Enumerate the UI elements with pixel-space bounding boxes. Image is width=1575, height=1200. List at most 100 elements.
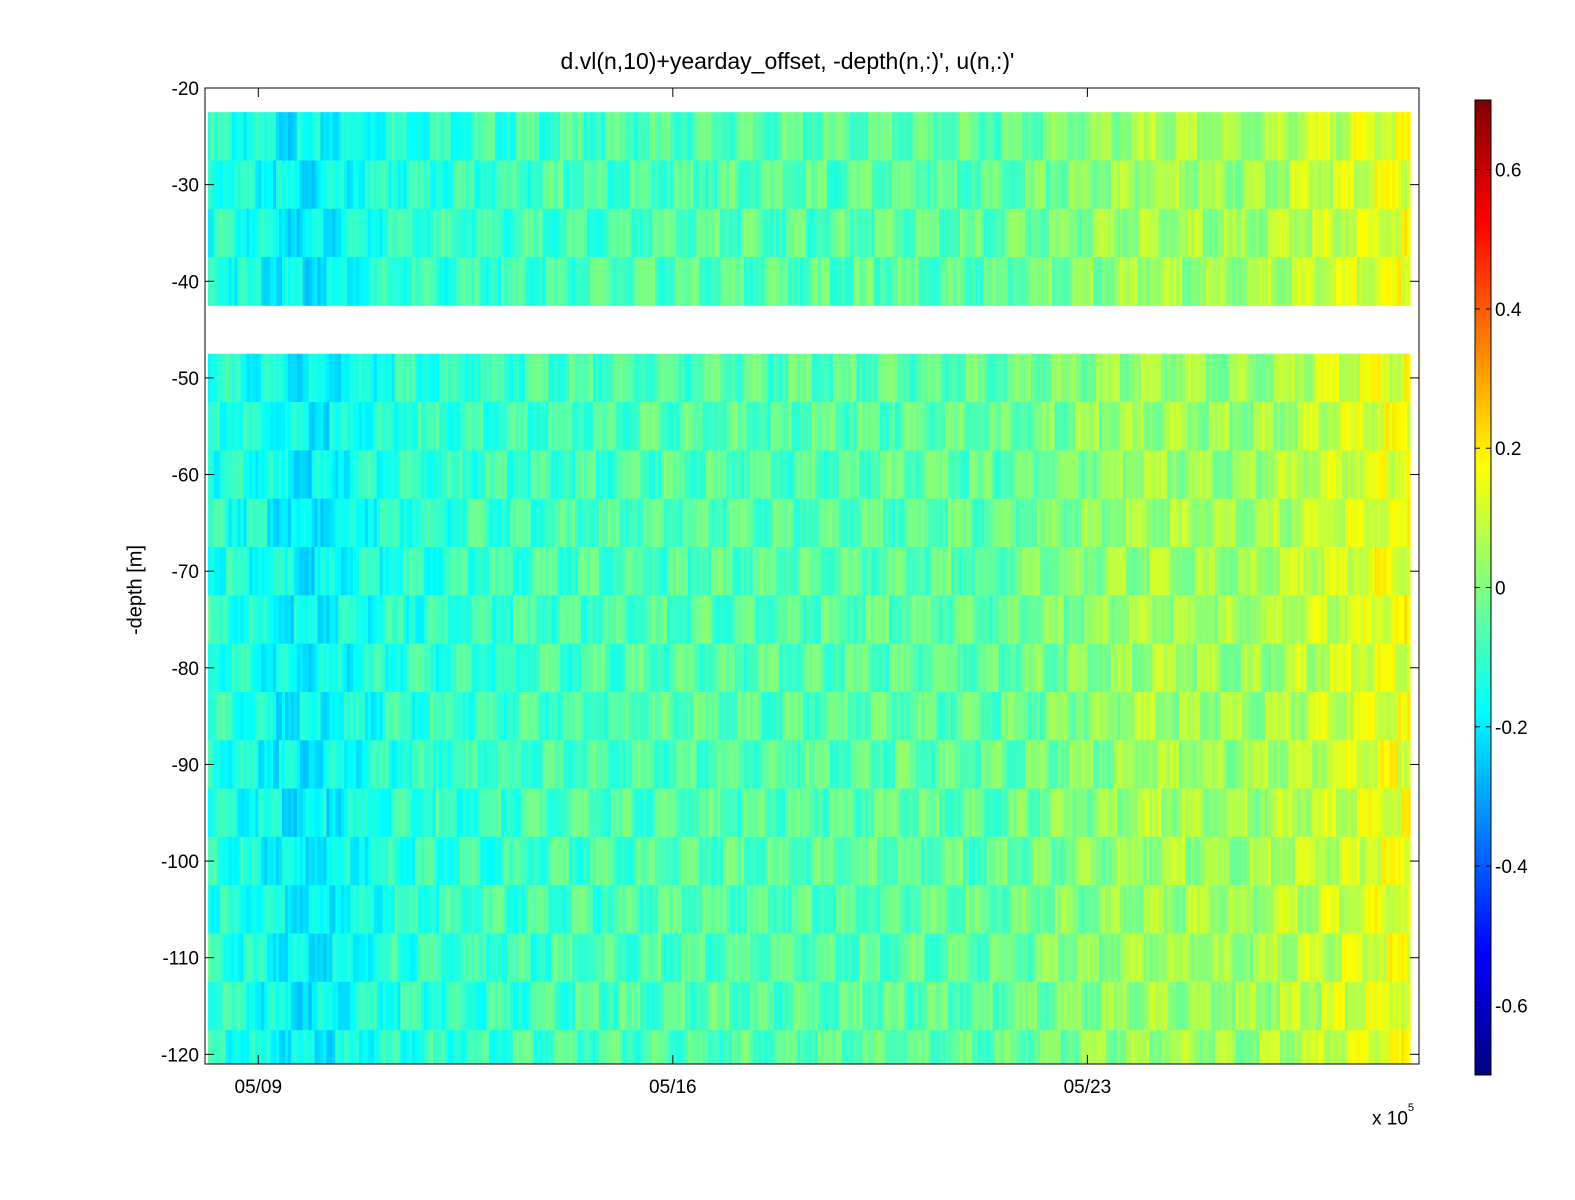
heatmap-cell xyxy=(329,885,333,934)
heatmap-cell xyxy=(329,450,333,500)
heatmap-cell xyxy=(729,450,733,500)
heatmap-cell xyxy=(518,691,523,741)
heatmap-cell xyxy=(740,402,745,451)
heatmap-cell xyxy=(299,933,304,983)
heatmap-cell xyxy=(317,788,322,838)
heatmap-cell xyxy=(939,1030,943,1064)
heatmap-cell xyxy=(681,112,686,161)
heatmap-cell xyxy=(554,547,558,596)
heatmap-cell xyxy=(874,450,878,500)
heatmap-cell xyxy=(628,595,632,645)
heatmap-cell xyxy=(806,740,810,789)
heatmap-cell xyxy=(717,547,721,596)
heatmap-cell xyxy=(788,885,792,934)
heatmap-cell xyxy=(794,498,798,548)
heatmap-cell xyxy=(687,498,692,548)
heatmap-cell xyxy=(521,595,526,645)
heatmap-cell xyxy=(622,740,627,789)
heatmap-cell xyxy=(427,981,431,1031)
heatmap-cell xyxy=(921,402,926,451)
heatmap-cell xyxy=(888,112,893,161)
heatmap-cell xyxy=(358,981,363,1031)
heatmap-cell xyxy=(794,402,798,451)
heatmap-cell xyxy=(835,885,840,934)
heatmap-cell xyxy=(948,933,952,983)
heatmap-cell xyxy=(515,208,520,258)
heatmap-cell xyxy=(276,353,280,403)
heatmap-cell xyxy=(551,450,555,500)
heatmap-cell xyxy=(471,112,476,161)
heatmap-cell xyxy=(708,208,712,258)
heatmap-cell xyxy=(604,981,609,1031)
heatmap-cell xyxy=(302,402,307,451)
heatmap-cell xyxy=(660,547,665,596)
heatmap-cell xyxy=(545,933,550,983)
heatmap-cell xyxy=(350,257,354,306)
heatmap-cell xyxy=(779,547,783,596)
heatmap-cell xyxy=(708,885,712,934)
heatmap-cell xyxy=(400,691,404,741)
heatmap-cell xyxy=(862,112,866,161)
heatmap-cell xyxy=(412,450,416,500)
heatmap-cell xyxy=(951,353,955,403)
heatmap-cell xyxy=(456,498,461,548)
heatmap-cell xyxy=(708,112,712,161)
heatmap-cell xyxy=(329,788,333,838)
heatmap-cell xyxy=(983,933,988,983)
heatmap-cell xyxy=(509,885,514,934)
heatmap-cell xyxy=(536,643,541,693)
heatmap-cell xyxy=(270,691,274,741)
heatmap-cell xyxy=(968,933,973,983)
heatmap-cell xyxy=(447,1030,452,1064)
heatmap-cell xyxy=(347,402,351,451)
heatmap-cell xyxy=(569,160,573,210)
heatmap-cell xyxy=(699,257,704,306)
heatmap-cell xyxy=(891,836,896,886)
heatmap-cell xyxy=(338,353,342,403)
heatmap-cell xyxy=(527,740,532,789)
heatmap-cell xyxy=(228,643,233,693)
heatmap-cell xyxy=(856,885,860,934)
heatmap-cell xyxy=(915,740,920,789)
heatmap-cell xyxy=(344,788,348,838)
heatmap-cell xyxy=(317,353,322,403)
heatmap-cell xyxy=(646,208,650,258)
heatmap-cell xyxy=(231,836,236,886)
heatmap-cell xyxy=(471,643,476,693)
heatmap-cell xyxy=(317,691,322,741)
heatmap-cell xyxy=(586,498,591,548)
heatmap-cell xyxy=(788,981,792,1031)
heatmap-cell xyxy=(358,257,363,306)
heatmap-cell xyxy=(732,160,736,210)
heatmap-cell xyxy=(489,547,493,596)
heatmap-cell xyxy=(708,450,712,500)
heatmap-cell xyxy=(782,643,786,693)
heatmap-cell xyxy=(542,836,547,886)
heatmap-cell xyxy=(912,740,917,789)
heatmap-cell xyxy=(888,547,893,596)
heatmap-cell xyxy=(971,691,976,741)
heatmap-cell xyxy=(817,981,822,1031)
heatmap-cell xyxy=(968,208,973,258)
heatmap-cell xyxy=(435,691,440,741)
heatmap-cell xyxy=(859,353,863,403)
heatmap-cell xyxy=(755,1030,760,1064)
heatmap-cell xyxy=(927,160,932,210)
heatmap-cell xyxy=(430,353,434,403)
heatmap-cell xyxy=(347,740,351,789)
heatmap-cell xyxy=(415,740,419,789)
heatmap-cell xyxy=(921,112,926,161)
heatmap-cell xyxy=(658,740,662,789)
heatmap-cell xyxy=(678,160,683,210)
heatmap-cell xyxy=(317,450,322,500)
heatmap-cell xyxy=(575,836,579,886)
heatmap-cell xyxy=(853,160,858,210)
heatmap-cell xyxy=(690,208,695,258)
heatmap-cell xyxy=(729,112,733,161)
heatmap-cell xyxy=(942,1030,946,1064)
heatmap-cell xyxy=(613,353,618,403)
heatmap-cell xyxy=(406,353,410,403)
chart-title: d.vl(n,10)+yearday_offset, -depth(n,:)',… xyxy=(560,48,1015,74)
heatmap-cell xyxy=(249,740,253,789)
heatmap-cell xyxy=(838,643,843,693)
